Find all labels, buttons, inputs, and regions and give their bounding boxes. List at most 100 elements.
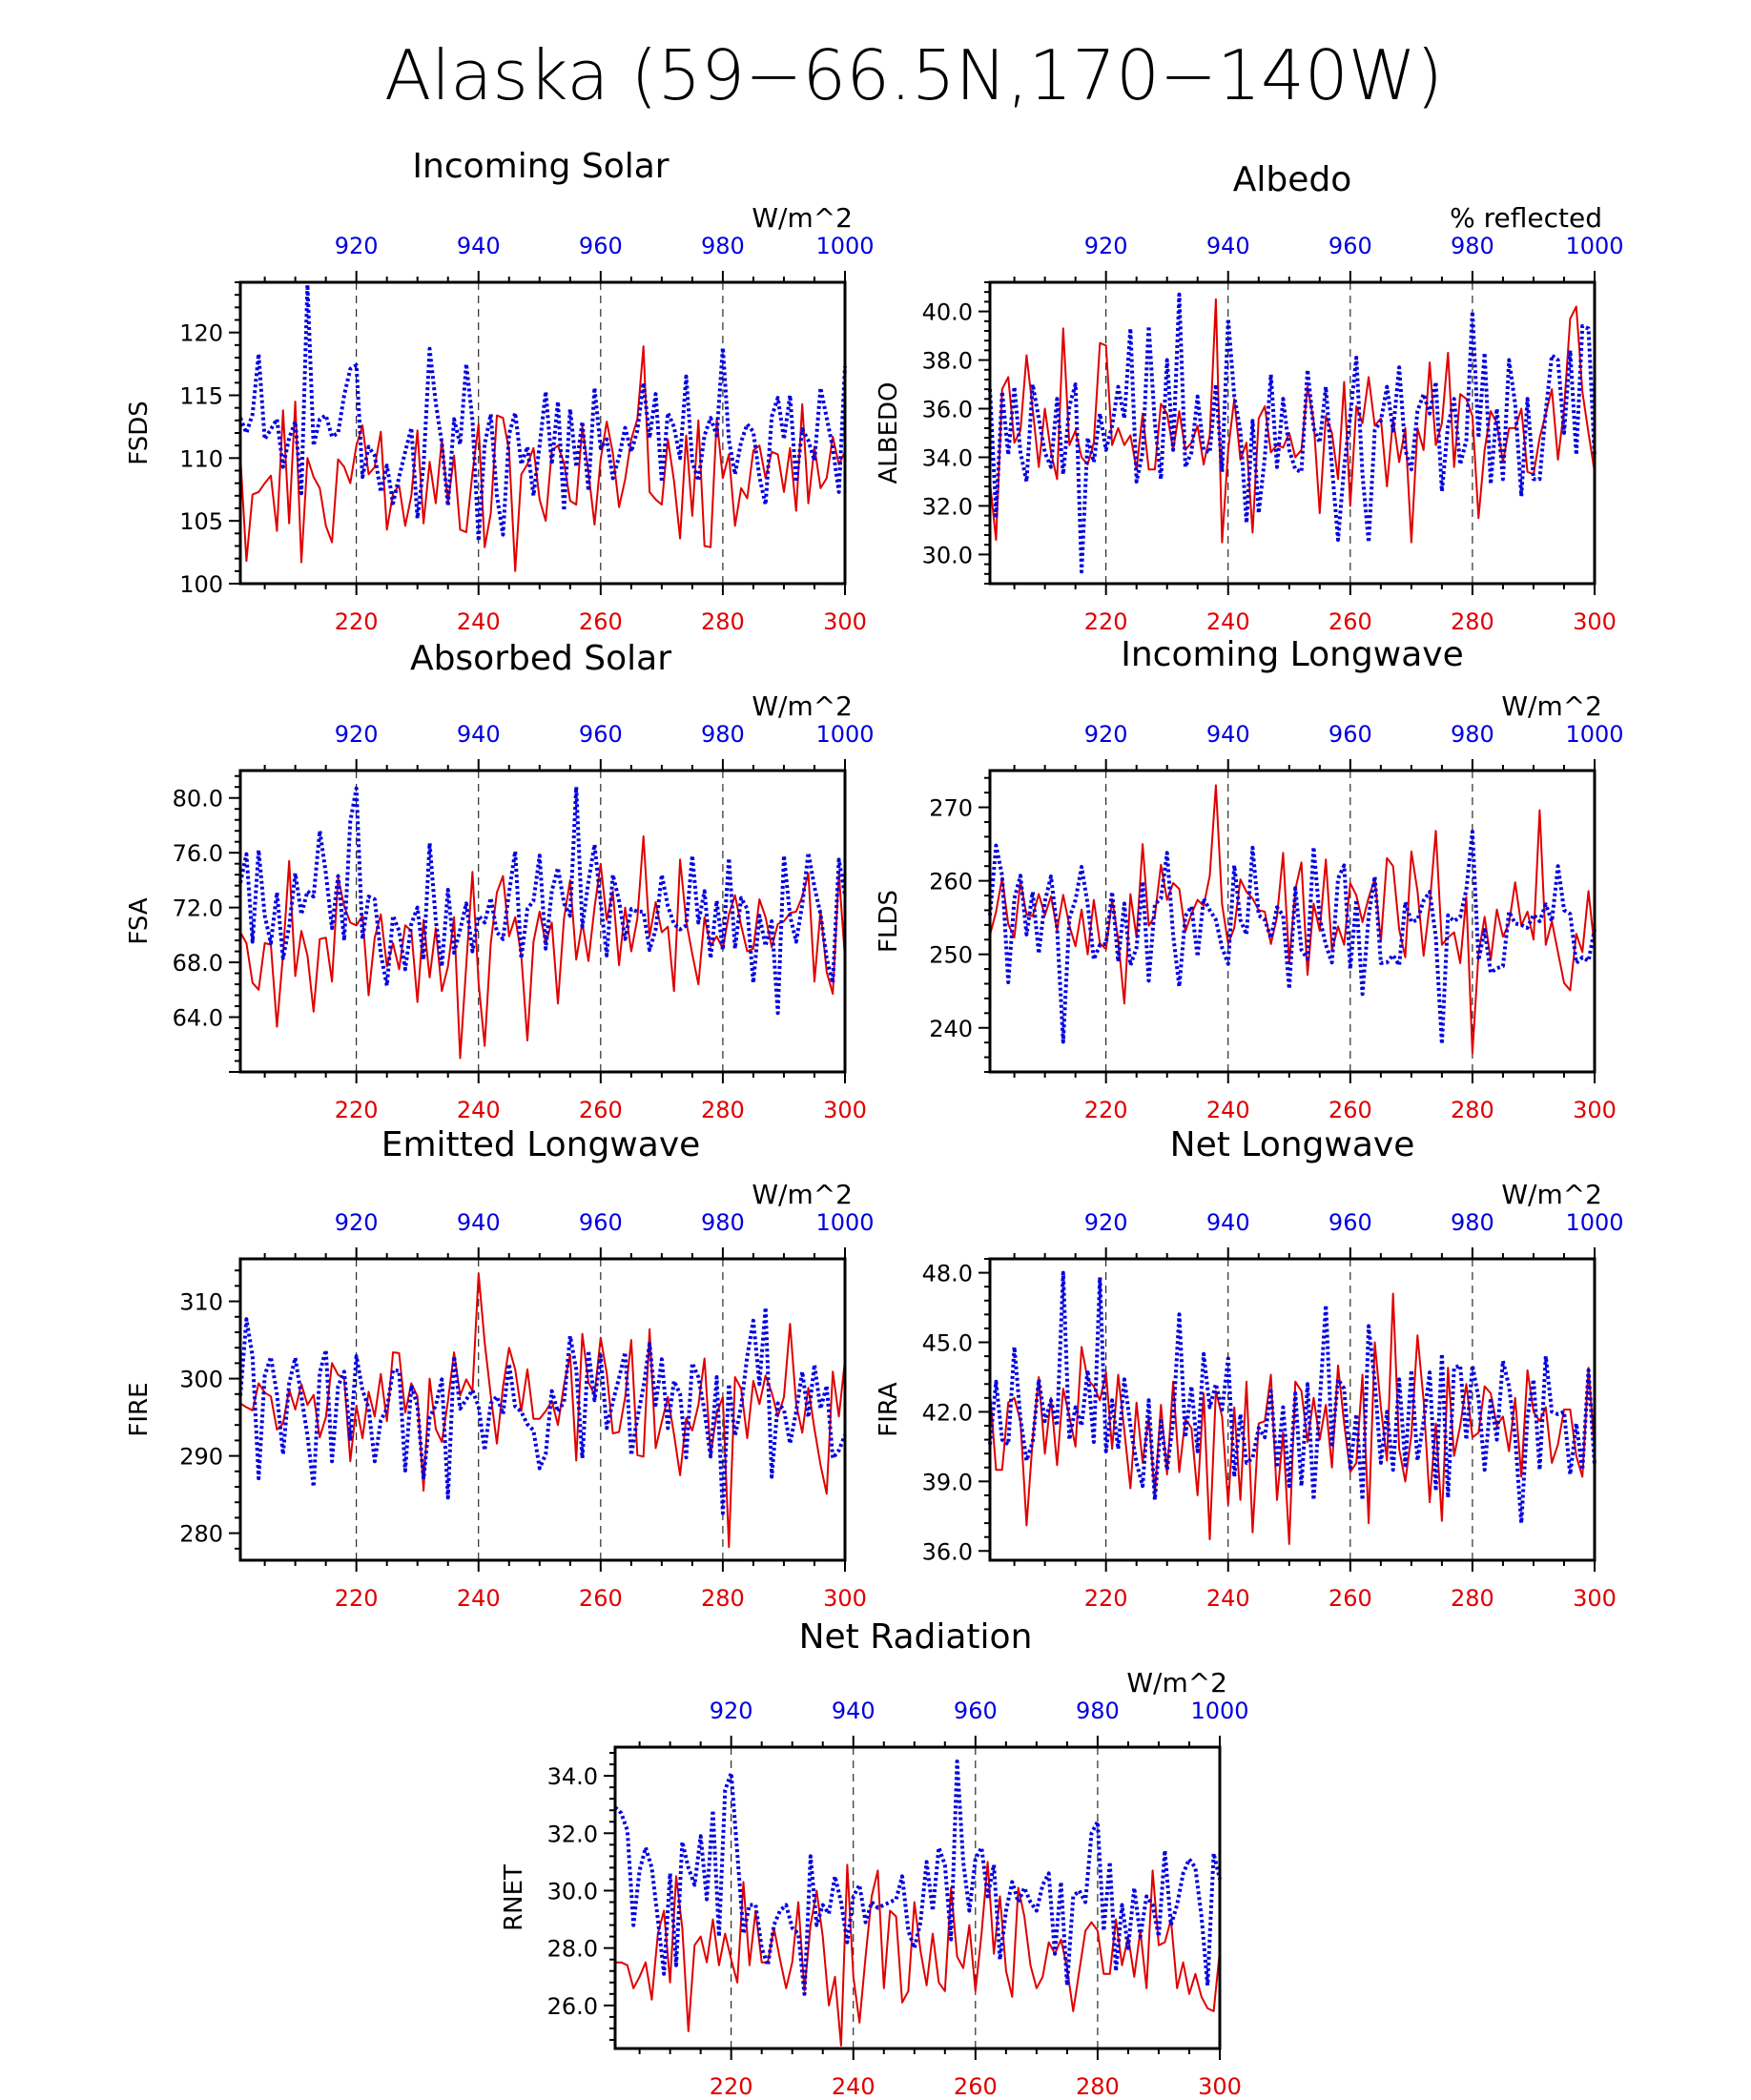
y-tick-label: 26.0 xyxy=(547,1993,598,2020)
y-tick-label: 64.0 xyxy=(173,1005,223,1032)
x-tick-label-top: 940 xyxy=(1206,233,1250,259)
chart-title: Incoming Longwave xyxy=(1121,635,1464,674)
x-tick-label-bottom: 280 xyxy=(1451,1097,1494,1123)
page-title: Alaska (59−66.5N,170−140W) xyxy=(384,35,1443,115)
plot-frame xyxy=(988,769,1596,1074)
x-tick-label-top: 920 xyxy=(1084,1209,1128,1236)
x-tick-label-top: 980 xyxy=(1451,721,1494,748)
x-tick-label-bottom: 260 xyxy=(1329,608,1372,635)
series-line-top xyxy=(238,1306,847,1515)
x-tick-label-top: 920 xyxy=(335,233,379,259)
series-line-top xyxy=(988,1270,1596,1526)
x-tick-label-top: 960 xyxy=(1329,721,1372,748)
x-tick-label-top: 940 xyxy=(457,1209,501,1236)
units-label: W/m^2 xyxy=(1126,1667,1227,1699)
x-tick-label-bottom: 220 xyxy=(335,1097,379,1123)
x-tick-label-top: 980 xyxy=(1451,233,1494,259)
y-tick-label: 280 xyxy=(179,1521,223,1548)
y-axis-label: FLDS xyxy=(875,890,903,953)
x-tick-label-top: 980 xyxy=(1076,1698,1120,1724)
x-tick-label-bottom: 240 xyxy=(1206,608,1250,635)
x-tick-label-bottom: 240 xyxy=(457,608,501,635)
series-line-top xyxy=(613,1760,1222,1996)
y-axis-label: FIRE xyxy=(125,1382,154,1436)
x-tick-label-bottom: 220 xyxy=(1084,1097,1128,1123)
x-tick-label-top: 1000 xyxy=(815,721,874,748)
x-tick-label-top: 960 xyxy=(579,233,623,259)
chart-panel-fira: Net Longwave W/m^2 FIRA 220 240 260 280 300 920 9… xyxy=(875,1125,1624,1612)
y-tick-label: 38.0 xyxy=(922,348,973,375)
series-line-top xyxy=(988,830,1596,1046)
x-tick-label-bottom: 240 xyxy=(1206,1097,1250,1123)
y-tick-label: 105 xyxy=(179,508,223,535)
x-tick-label-bottom: 300 xyxy=(1573,1585,1617,1612)
x-tick-label-bottom: 300 xyxy=(823,1097,867,1123)
x-tick-label-bottom: 300 xyxy=(1573,608,1617,635)
chart-panel-fsa: Absorbed Solar W/m^2 FSA 220 240 260 280 300 920… xyxy=(125,639,875,1123)
y-tick-label: 48.0 xyxy=(922,1261,973,1287)
x-tick-label-top: 940 xyxy=(457,233,501,259)
plot-frame xyxy=(988,1257,1596,1562)
y-axis-label: ALBEDO xyxy=(875,381,903,484)
x-tick-label-bottom: 260 xyxy=(579,1585,623,1612)
x-tick-label-top: 940 xyxy=(1206,1209,1250,1236)
x-tick-label-top: 1000 xyxy=(1565,233,1623,259)
y-tick-label: 36.0 xyxy=(922,1538,973,1565)
x-tick-label-top: 980 xyxy=(701,721,745,748)
chart-title: Absorbed Solar xyxy=(410,639,671,678)
y-tick-label: 120 xyxy=(179,320,223,347)
chart-panel-flds: Incoming Longwave W/m^2 FLDS 220 240 260 280 30… xyxy=(875,635,1624,1123)
x-tick-label-bottom: 300 xyxy=(823,1585,867,1612)
units-label: W/m^2 xyxy=(752,1179,853,1210)
series-line-bottom xyxy=(989,784,1596,1055)
plot-frame xyxy=(988,280,1596,586)
x-tick-label-bottom: 260 xyxy=(954,2073,998,2100)
y-tick-label: 115 xyxy=(179,383,223,410)
x-tick-label-top: 940 xyxy=(457,721,501,748)
y-tick-label: 260 xyxy=(929,869,973,896)
x-tick-label-top: 940 xyxy=(1206,721,1250,748)
y-tick-label: 80.0 xyxy=(173,786,223,813)
chart-panel-fsds: Incoming Solar W/m^2 FSDS 220 240 260 280 300 92… xyxy=(125,147,875,635)
x-tick-label-bottom: 260 xyxy=(579,608,623,635)
y-tick-label: 34.0 xyxy=(547,1763,598,1790)
y-tick-label: 72.0 xyxy=(173,896,223,922)
y-tick-label: 30.0 xyxy=(922,542,973,568)
y-tick-label: 34.0 xyxy=(922,444,973,471)
x-tick-label-top: 960 xyxy=(579,1209,623,1236)
x-tick-label-bottom: 260 xyxy=(579,1097,623,1123)
x-tick-label-bottom: 220 xyxy=(335,1585,379,1612)
units-label: % reflected xyxy=(1450,202,1602,234)
y-tick-label: 32.0 xyxy=(922,493,973,520)
y-tick-label: 270 xyxy=(929,795,973,822)
x-tick-label-top: 980 xyxy=(701,233,745,259)
series-line-bottom xyxy=(615,1861,1221,2047)
plot-frame xyxy=(238,769,847,1074)
y-tick-label: 250 xyxy=(929,942,973,969)
plot-frame xyxy=(613,1745,1222,2050)
x-tick-label-bottom: 240 xyxy=(1206,1585,1250,1612)
y-tick-label: 310 xyxy=(179,1289,223,1316)
y-tick-label: 45.0 xyxy=(922,1330,973,1357)
x-tick-label-top: 980 xyxy=(701,1209,745,1236)
x-tick-label-bottom: 220 xyxy=(1084,608,1128,635)
x-tick-label-top: 920 xyxy=(1084,721,1128,748)
series-line-top xyxy=(238,785,847,1016)
units-label: W/m^2 xyxy=(1501,1179,1602,1210)
x-tick-label-bottom: 280 xyxy=(701,608,745,635)
y-tick-label: 76.0 xyxy=(173,840,223,867)
x-tick-label-top: 1000 xyxy=(815,233,874,259)
x-tick-label-bottom: 260 xyxy=(1329,1585,1372,1612)
x-tick-label-bottom: 280 xyxy=(1451,1585,1494,1612)
x-tick-label-bottom: 280 xyxy=(701,1585,745,1612)
x-tick-label-top: 1000 xyxy=(815,1209,874,1236)
y-tick-label: 68.0 xyxy=(173,950,223,977)
x-tick-label-top: 960 xyxy=(954,1698,998,1724)
x-tick-label-top: 940 xyxy=(832,1698,876,1724)
x-tick-label-bottom: 240 xyxy=(832,2073,876,2100)
y-tick-label: 300 xyxy=(179,1367,223,1393)
x-tick-label-bottom: 300 xyxy=(823,608,867,635)
x-tick-label-bottom: 220 xyxy=(710,2073,753,2100)
x-tick-label-bottom: 260 xyxy=(1329,1097,1372,1123)
